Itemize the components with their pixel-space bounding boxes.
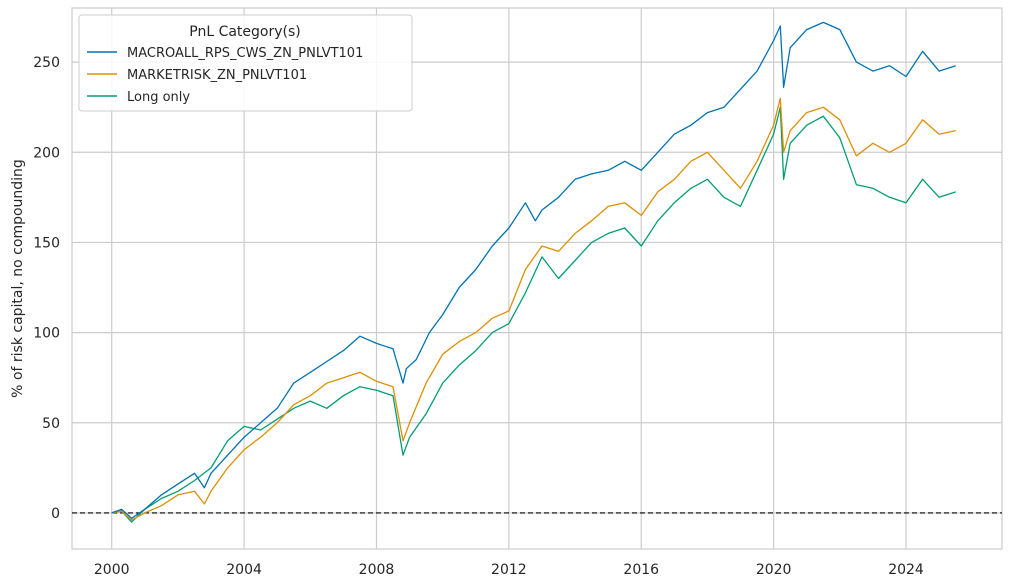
series-line <box>111 21 956 519</box>
y-tick-label: 250 <box>33 55 60 71</box>
y-tick-label: 0 <box>51 506 60 522</box>
legend-entry-label: MACROALL_RPS_CWS_ZN_PNLVT101 <box>127 46 363 61</box>
x-tick-label: 2000 <box>94 562 130 578</box>
y-tick-label: 100 <box>33 326 60 342</box>
x-tick-label: 2008 <box>359 562 395 578</box>
series-line <box>111 97 956 521</box>
legend-box <box>78 14 413 112</box>
x-tick-label: 2024 <box>888 562 924 578</box>
legend-entry-label: MARKETRISK_ZN_PNLVT101 <box>127 68 307 83</box>
x-tick-label: 2004 <box>226 562 262 578</box>
legend-title: PnL Category(s) <box>189 24 301 40</box>
y-tick-label: 200 <box>33 145 60 161</box>
series-layer <box>111 21 956 523</box>
legend-entry-label: Long only <box>127 90 190 105</box>
x-tick-label: 2012 <box>491 562 527 578</box>
x-tick-label: 2020 <box>756 562 792 578</box>
y-axis-label: % of risk capital, no compounding <box>10 159 26 398</box>
x-axis-ticks: 2000 2004 2008 2012 2016 2020 2024 <box>94 562 924 578</box>
series-line <box>111 106 956 523</box>
y-tick-label: 50 <box>42 416 60 432</box>
y-axis-ticks: 0 50 100 150 200 250 <box>33 55 60 522</box>
x-tick-label: 2016 <box>623 562 659 578</box>
legend: PnL Category(s) MACROALL_RPS_CWS_ZN_PNLV… <box>78 14 413 112</box>
y-tick-label: 150 <box>33 235 60 251</box>
